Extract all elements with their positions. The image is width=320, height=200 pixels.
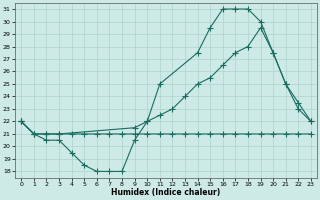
X-axis label: Humidex (Indice chaleur): Humidex (Indice chaleur) (111, 188, 221, 197)
